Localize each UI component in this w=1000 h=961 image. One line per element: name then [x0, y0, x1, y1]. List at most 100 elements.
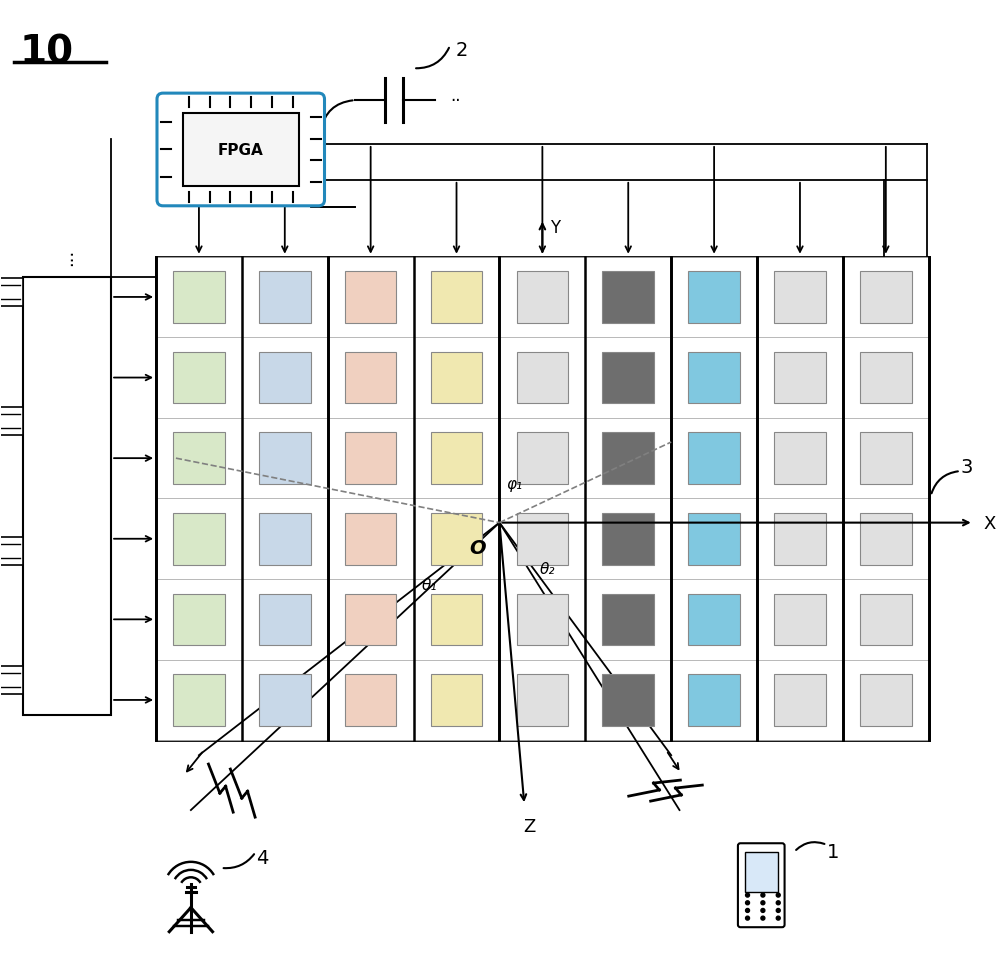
Bar [757, 338, 843, 418]
Text: θ₁: θ₁ [422, 578, 437, 593]
Text: FPGA: FPGA [218, 143, 264, 158]
Bar [774, 432, 826, 484]
Bar [671, 499, 757, 579]
Bar [156, 579, 242, 660]
Bar [860, 353, 912, 404]
Bar [671, 579, 757, 660]
Bar [156, 258, 242, 338]
Bar [328, 258, 414, 338]
Bar [0, 279, 23, 307]
Bar [242, 418, 328, 499]
Bar [431, 594, 482, 646]
Bar [860, 272, 912, 324]
Bar [328, 338, 414, 418]
Bar [757, 579, 843, 660]
Bar [585, 258, 671, 338]
Circle shape [761, 900, 765, 905]
Bar [173, 513, 225, 565]
Bar [23, 278, 111, 716]
Bar [757, 418, 843, 499]
Text: ..: .. [450, 87, 461, 105]
Bar [173, 353, 225, 404]
Bar [517, 353, 568, 404]
Text: X: X [984, 514, 996, 532]
Bar [0, 537, 23, 565]
Circle shape [776, 916, 780, 920]
Bar [757, 499, 843, 579]
Bar [414, 660, 499, 741]
Bar [345, 675, 396, 726]
Bar [843, 418, 929, 499]
Bar [431, 353, 482, 404]
Bar [517, 432, 568, 484]
Circle shape [746, 908, 750, 913]
Bar [843, 660, 929, 741]
Circle shape [761, 916, 765, 920]
Bar [173, 272, 225, 324]
Circle shape [746, 893, 750, 898]
Circle shape [761, 893, 765, 898]
Bar [602, 675, 654, 726]
Text: 1: 1 [827, 842, 839, 861]
Bar [774, 353, 826, 404]
Bar [242, 338, 328, 418]
Bar [328, 418, 414, 499]
Bar [156, 418, 242, 499]
Bar [242, 579, 328, 660]
Bar [860, 513, 912, 565]
Bar [602, 272, 654, 324]
Bar [499, 579, 585, 660]
Bar [414, 499, 499, 579]
Bar [843, 338, 929, 418]
Bar [328, 579, 414, 660]
FancyBboxPatch shape [157, 94, 325, 207]
Text: Y: Y [550, 218, 560, 236]
Bar [585, 660, 671, 741]
Circle shape [776, 908, 780, 913]
Bar [345, 513, 396, 565]
Bar [757, 660, 843, 741]
Bar [328, 499, 414, 579]
Text: φ₁: φ₁ [506, 477, 523, 491]
Bar [671, 660, 757, 741]
Bar [345, 272, 396, 324]
Bar [499, 418, 585, 499]
Bar [774, 594, 826, 646]
Circle shape [776, 893, 780, 898]
Bar [602, 594, 654, 646]
Bar [585, 579, 671, 660]
Bar [259, 675, 311, 726]
Bar [860, 675, 912, 726]
Text: 3: 3 [961, 457, 973, 476]
Bar [259, 432, 311, 484]
Bar [259, 272, 311, 324]
Bar [517, 675, 568, 726]
Bar [156, 660, 242, 741]
Bar [156, 258, 929, 741]
Bar [688, 513, 740, 565]
Circle shape [746, 916, 750, 920]
Bar [499, 258, 585, 338]
Bar [843, 499, 929, 579]
Bar [242, 258, 328, 338]
Bar [414, 338, 499, 418]
Bar [328, 660, 414, 741]
Bar [242, 660, 328, 741]
Bar [414, 418, 499, 499]
Bar [259, 353, 311, 404]
Bar [183, 114, 299, 186]
Bar [774, 675, 826, 726]
Bar [585, 338, 671, 418]
Bar [517, 594, 568, 646]
Bar [671, 338, 757, 418]
Bar [774, 272, 826, 324]
Text: 4: 4 [256, 848, 268, 867]
Bar [345, 353, 396, 404]
Bar [173, 432, 225, 484]
Bar [499, 660, 585, 741]
Circle shape [776, 900, 780, 905]
Bar [517, 513, 568, 565]
Bar [414, 258, 499, 338]
Bar [242, 499, 328, 579]
Bar [860, 594, 912, 646]
